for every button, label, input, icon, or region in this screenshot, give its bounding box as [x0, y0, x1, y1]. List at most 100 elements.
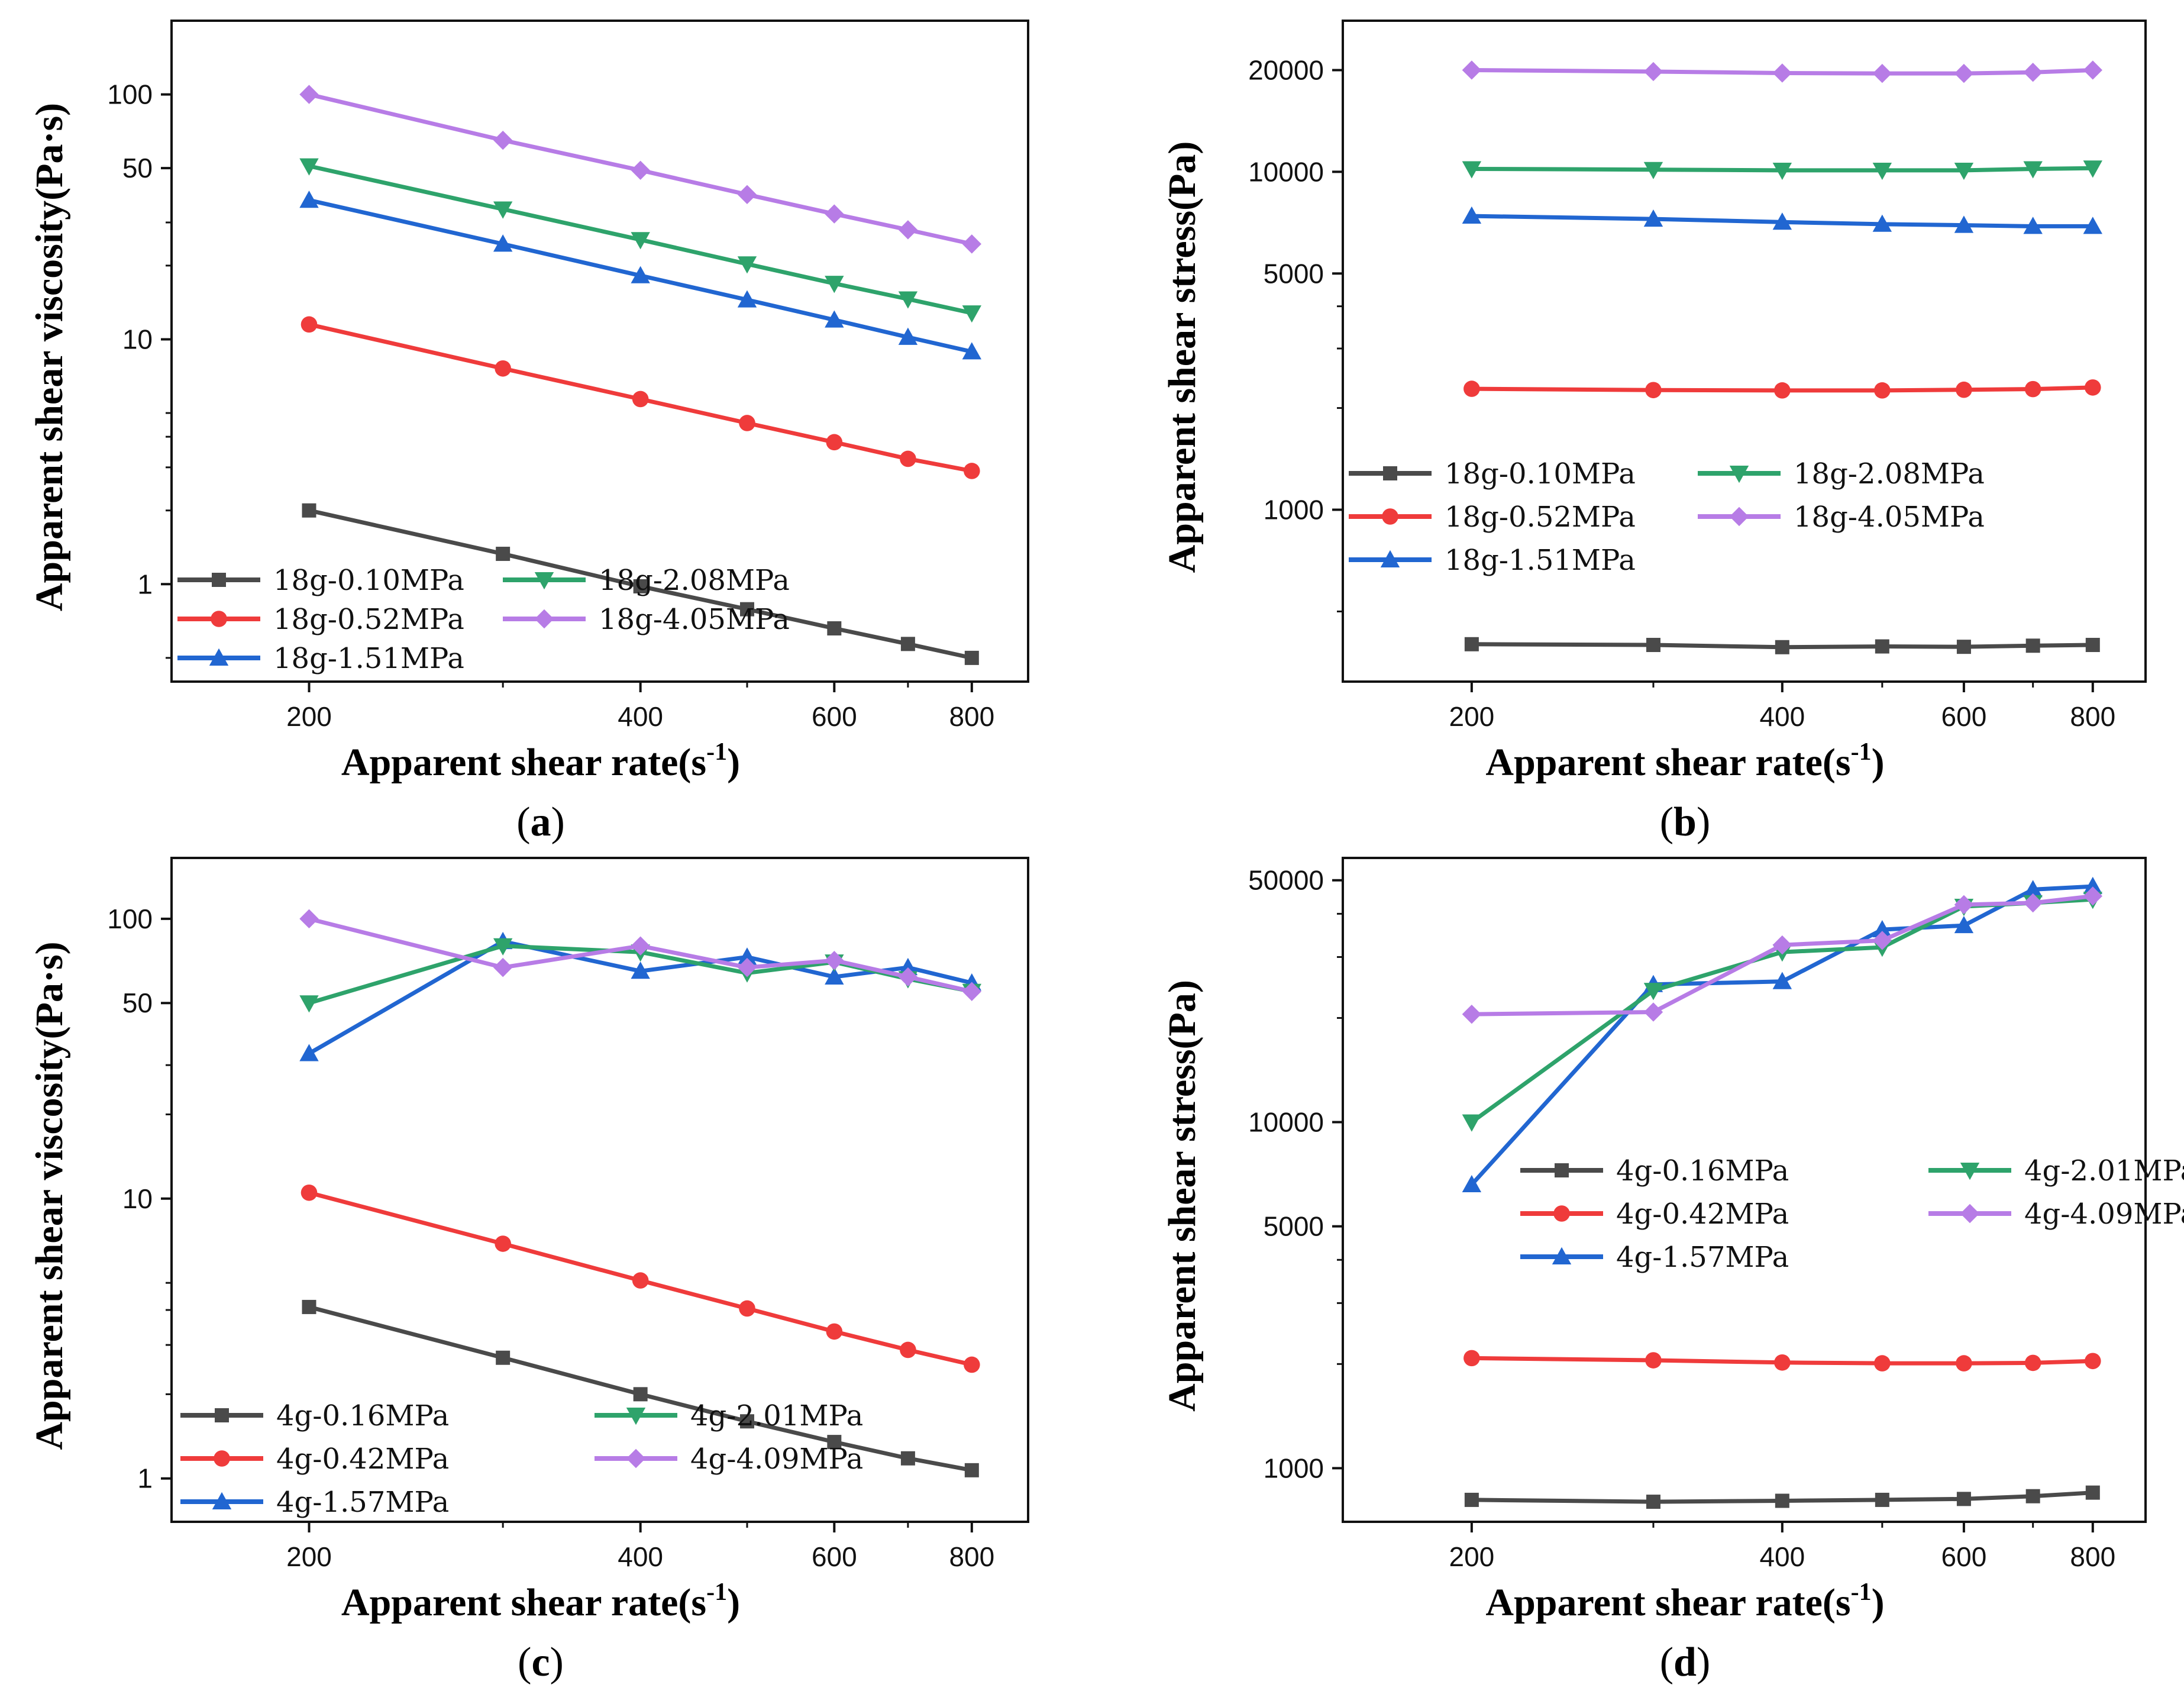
data-point — [825, 276, 844, 293]
y-tick-label: 100 — [107, 79, 153, 110]
data-point — [827, 1435, 842, 1450]
data-point — [1775, 1493, 1789, 1508]
data-point — [1462, 1114, 1482, 1132]
data-point — [299, 158, 319, 176]
data-point — [302, 503, 316, 518]
data-point — [1772, 972, 1792, 989]
series-4g-4.09MPa — [1462, 886, 2102, 1024]
legend: 18g-0.10MPa 18g-0.52MPa 18g-1.51MPa 18g-2.0… — [1349, 457, 1985, 577]
data-point — [1956, 1355, 1972, 1372]
plot-frame — [1342, 857, 2147, 1523]
data-point — [631, 266, 650, 283]
y-tick-label: 1 — [137, 1463, 153, 1494]
data-point — [1872, 162, 1892, 180]
y-axis-title: Apparent shear viscosity(Pa·s) — [28, 103, 71, 611]
data-point — [1875, 1492, 1889, 1507]
data-point — [1775, 640, 1789, 654]
legend-entry: 4g-1.57MPa — [180, 1486, 449, 1519]
data-point — [1643, 162, 1663, 179]
data-point — [2023, 161, 2043, 179]
data-point — [1462, 161, 1482, 179]
data-point — [739, 602, 754, 617]
data-point — [898, 291, 918, 309]
panel-label: (c) — [518, 1640, 564, 1685]
panel-label-letter: c — [531, 1640, 550, 1685]
legend-label: 4g-2.01MPa — [2024, 1154, 2184, 1188]
data-point — [825, 310, 844, 328]
x-tick-label: 400 — [1759, 1541, 1805, 1572]
data-point — [1464, 1492, 1479, 1507]
data-point — [2085, 1485, 2100, 1500]
data-point — [1772, 212, 1792, 230]
x-axis-title-main: Apparent shear rate(s — [341, 741, 706, 784]
legend-label: 4g-2.01MPa — [690, 1399, 863, 1432]
y-tick-label: 100 — [107, 903, 153, 934]
data-point — [825, 967, 844, 985]
data-point — [1643, 1002, 1663, 1022]
data-point — [2083, 60, 2102, 80]
data-point — [1463, 1350, 1480, 1367]
legend-label: 4g-4.09MPa — [690, 1443, 863, 1476]
x-axis-title-superscript: -1 — [1851, 1579, 1872, 1606]
x-tick-label: 200 — [1449, 1541, 1495, 1572]
data-point — [631, 961, 650, 979]
legend-entry: 18g-1.51MPa — [177, 642, 464, 675]
data-point — [2024, 380, 2041, 398]
legend-entry: 4g-0.16MPa — [180, 1399, 449, 1432]
data-point — [1872, 919, 1892, 938]
y-axis-title: Apparent shear viscosity(Pa·s) — [28, 941, 71, 1450]
data-point — [1954, 162, 1974, 180]
series-18g-1.51MPa — [299, 191, 982, 360]
y-tick-label: 5000 — [1264, 258, 1324, 289]
legend-label: 18g-0.10MPa — [1445, 457, 1636, 491]
data-point — [1872, 63, 1892, 83]
legend-marker — [1383, 466, 1397, 480]
legend-entry: 18g-4.05MPa — [1698, 501, 1985, 534]
series-4g-0.16MPa — [1464, 1485, 2100, 1509]
series-4g-0.42MPa — [301, 1184, 980, 1373]
x-axis-title: Apparent shear rate(s-1) — [341, 738, 740, 784]
y-tick-label: 1000 — [1264, 1453, 1324, 1483]
legend-marker — [209, 648, 229, 666]
data-point — [962, 982, 982, 1001]
x-axis-title-superscript: -1 — [1851, 738, 1872, 766]
legend-marker — [211, 611, 227, 627]
data-point — [898, 957, 918, 976]
legend-entry: 4g-0.42MPa — [1520, 1198, 1789, 1231]
data-point — [737, 256, 757, 274]
y-tick-label: 10000 — [1248, 1107, 1324, 1138]
data-point — [632, 1272, 649, 1289]
data-point — [964, 463, 980, 479]
y-tick-label: 50000 — [1248, 865, 1324, 896]
panel-label-open: ( — [1660, 1640, 1673, 1685]
data-point — [1954, 215, 1974, 233]
y-tick-label: 5000 — [1264, 1211, 1324, 1242]
data-point — [1956, 381, 1972, 398]
data-point — [2023, 63, 2043, 82]
legend-entry: 4g-4.09MPa — [1928, 1198, 2184, 1231]
data-point — [898, 967, 918, 987]
data-point — [2023, 880, 2043, 898]
data-point — [631, 232, 650, 250]
legend-marker — [1553, 1205, 1570, 1222]
data-point — [1462, 206, 1482, 224]
data-point — [299, 995, 319, 1013]
legend-entry: 18g-0.52MPa — [1349, 501, 1636, 534]
x-tick-label: 400 — [1759, 701, 1805, 732]
legend-entry: 18g-0.10MPa — [1349, 457, 1636, 491]
panel-d: 200 400 600 800 1000 5000 10000 50000 Apparent s… — [1161, 857, 2184, 1685]
series-18g-0.52MPa — [301, 316, 980, 479]
legend-marker — [534, 572, 554, 590]
series-18g-1.51MPa — [1462, 206, 2102, 234]
panel-label-close: ) — [550, 1640, 564, 1685]
legend-entry: 18g-2.08MPa — [503, 564, 790, 597]
data-point — [301, 316, 318, 333]
data-point — [1874, 382, 1891, 399]
data-point — [827, 621, 842, 635]
data-point — [1956, 640, 1971, 654]
plot-frame — [170, 857, 1029, 1523]
legend-marker — [1380, 550, 1400, 567]
data-point — [1462, 60, 1482, 80]
legend-label: 4g-1.57MPa — [276, 1486, 449, 1519]
